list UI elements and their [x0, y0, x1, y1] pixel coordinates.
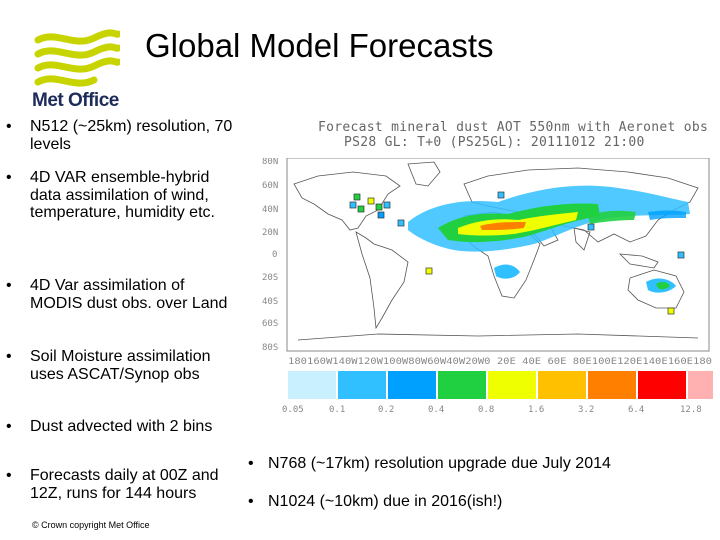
bullet-text: N1024 (~10km) due in 2016(ish!): [268, 493, 503, 510]
bullet-dot: •: [6, 118, 12, 135]
lon-labels: 180160W140W120W100W80W60W40W20W0 20E 40E…: [288, 356, 712, 366]
colorbar-tick: 0.2: [378, 405, 394, 415]
bullet-text: 4D VAR ensemble-hybrid data assimilation…: [30, 169, 215, 221]
lat-label: 60S: [262, 319, 278, 329]
colorbar-swatch: [288, 371, 336, 399]
lat-label: 20S: [262, 273, 278, 283]
bullet-text: Dust advected with 2 bins: [30, 418, 213, 435]
bullet-item: • N1024 (~10km) due in 2016(ish!): [248, 493, 502, 511]
colorbar-swatch: [538, 371, 586, 399]
slide-title: Global Model Forecasts: [145, 27, 494, 64]
bullet-dot: •: [6, 467, 12, 484]
colorbar-tick: 6.4: [628, 405, 644, 415]
colorbar-tick: 3.2: [578, 405, 594, 415]
map-title-line-2: PS28 GL: T+0 (PS25GL): 20111012 21:00: [344, 135, 645, 150]
bullet-dot: •: [248, 455, 254, 472]
bullet-text: N768 (~17km) resolution upgrade due July…: [268, 455, 611, 472]
aeronet-obs: [349, 191, 685, 315]
colorbar-tick: 0.8: [478, 405, 494, 415]
colorbar-tick: 0.4: [428, 405, 444, 415]
copyright-notice: © Crown copyright Met Office: [32, 520, 150, 530]
colorbar-tick: 0.1: [329, 405, 345, 415]
colorbar-tick: 1.6: [528, 405, 544, 415]
colorbar-swatch: [488, 371, 536, 399]
map-frame: [286, 158, 710, 352]
bullet-item: • N768 (~17km) resolution upgrade due Jul…: [248, 455, 611, 473]
colorbar-tick: 0.05: [282, 405, 304, 415]
colorbar-swatch: [438, 371, 486, 399]
colorbar-ticks: 0.05 0.1 0.2 0.4 0.8 1.6 3.2 6.4 12.8: [282, 405, 702, 415]
bullet-text: Soil Moisture assimilation uses ASCAT/Sy…: [30, 348, 211, 383]
colorbar-swatch: [638, 371, 686, 399]
bullet-dot: •: [248, 493, 254, 510]
colorbar-swatch: [338, 371, 386, 399]
lat-label: 40N: [262, 205, 278, 215]
bullet-dot: •: [6, 277, 12, 294]
lat-label: 60N: [262, 181, 278, 191]
map-title-line-1: Forecast mineral dust AOT 550nm with Aer…: [318, 120, 709, 135]
lat-label: 20N: [262, 228, 278, 238]
dust-plume: [408, 185, 690, 293]
bullet-text: 4D Var assimilation of MODIS dust obs. o…: [30, 277, 228, 312]
colorbar-tick: 12.8: [680, 405, 702, 415]
bullet-text: Forecasts daily at 00Z and 12Z, runs for…: [30, 467, 219, 502]
bullet-text: N512 (~25km) resolution, 70 levels: [30, 118, 233, 153]
met-office-logo-waves: [34, 29, 120, 87]
lat-labels: 80N 60N 40N 20N 0 20S 40S 60S 80S: [262, 158, 278, 353]
colorbar-swatch: [388, 371, 436, 399]
colorbar-swatch: [688, 371, 713, 399]
logo-text: Met Office: [32, 90, 119, 111]
lat-label: 80S: [262, 343, 278, 353]
colorbar: [288, 371, 713, 399]
met-office-logo: Met Office: [30, 28, 124, 114]
bullet-dot: •: [6, 418, 12, 435]
bullet-dot: •: [6, 348, 12, 365]
lat-label: 40S: [262, 297, 278, 307]
colorbar-swatch: [588, 371, 636, 399]
map-title: Forecast mineral dust AOT 550nm with Aer…: [318, 120, 708, 150]
lat-label: 0: [272, 250, 277, 260]
lat-label: 80N: [262, 158, 278, 167]
bullet-dot: •: [6, 169, 12, 186]
dust-forecast-map: 80N 60N 40N 20N 0 20S 40S 60S 80S 180160…: [262, 158, 713, 415]
